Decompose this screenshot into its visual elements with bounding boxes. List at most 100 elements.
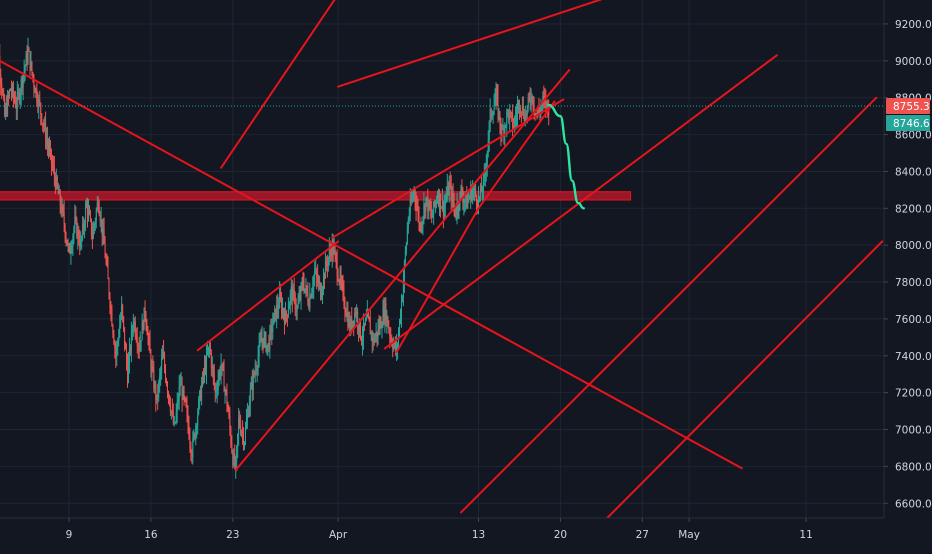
candle-body: [543, 96, 544, 98]
support-zone-layer: [0, 192, 631, 200]
candle-body: [104, 229, 105, 244]
candle-body: [346, 312, 347, 316]
y-tick-label: 8200.0: [895, 203, 932, 215]
candle-body: [419, 211, 420, 224]
candle-body: [87, 203, 88, 216]
y-tick-label: 6600.0: [895, 498, 932, 510]
candle-body: [154, 385, 155, 389]
candle-body: [441, 207, 442, 208]
candle-body: [350, 318, 351, 332]
candle-body: [102, 219, 103, 235]
candle-body: [173, 412, 174, 424]
x-tick-label: 27: [636, 529, 649, 541]
trendline-10: [607, 241, 882, 518]
candle-body: [165, 369, 166, 380]
candle-body: [188, 425, 189, 438]
candle-body: [347, 312, 348, 326]
candle-body: [256, 371, 257, 372]
candle-body: [142, 322, 143, 340]
candle-body: [266, 345, 267, 351]
x-tick-label: Apr: [329, 529, 348, 541]
candle-body: [251, 382, 252, 389]
candle-body: [239, 417, 240, 426]
candle-body: [125, 346, 126, 349]
candle-body: [411, 200, 412, 202]
candle-body: [236, 447, 237, 462]
candle-body: [476, 196, 477, 204]
candle-body: [248, 414, 249, 416]
candle-body: [271, 326, 272, 332]
candle-body: [237, 434, 238, 447]
candle-body: [23, 76, 24, 88]
candle-body: [523, 105, 524, 116]
candle-body: [431, 211, 432, 217]
candle-body: [372, 332, 373, 341]
candle-body: [149, 339, 150, 353]
candle-body: [259, 344, 260, 356]
candle-body: [205, 365, 206, 371]
candle-body: [322, 289, 323, 295]
candle-body: [161, 359, 162, 370]
candle-body: [482, 191, 483, 192]
candle-body: [123, 317, 124, 327]
candle-body: [180, 385, 181, 387]
candle-body: [377, 332, 378, 337]
candle-body: [493, 114, 494, 115]
candle-body: [402, 297, 403, 301]
candle-body: [497, 91, 498, 96]
candle-body: [235, 462, 236, 466]
candle-body: [110, 308, 111, 309]
candle-body: [277, 305, 278, 309]
candle-body: [224, 369, 225, 391]
candle-body: [521, 111, 522, 112]
candle-body: [197, 413, 198, 426]
candle-body: [518, 102, 519, 108]
candle-body: [270, 326, 271, 329]
candle-body: [112, 326, 113, 334]
time-axis-panel[interactable]: [0, 518, 932, 550]
candle-body: [192, 438, 193, 458]
candle-body: [232, 452, 233, 465]
candle-body: [495, 100, 496, 106]
candle-body: [155, 385, 156, 400]
candle-body: [424, 205, 425, 212]
candle-body: [218, 380, 219, 390]
candle-body: [57, 177, 58, 187]
candle-body: [471, 189, 472, 200]
candle-body: [539, 111, 540, 112]
trendline-5: [221, 0, 338, 168]
candle-body: [56, 177, 57, 188]
candle-body: [217, 390, 218, 391]
candle-body: [190, 444, 191, 453]
candle-body: [109, 295, 110, 307]
candle-body: [532, 97, 533, 101]
candle-body: [501, 129, 502, 133]
candle-body: [320, 284, 321, 298]
candle-body: [516, 116, 517, 117]
candle-body: [171, 411, 172, 412]
candle-body: [107, 261, 108, 265]
candle-body: [113, 334, 114, 344]
candle-body: [196, 426, 197, 427]
trendline-2: [236, 70, 569, 470]
candle-body: [517, 108, 518, 116]
trendlines-layer[interactable]: [0, 0, 882, 518]
candle-body: [60, 191, 61, 205]
candle-body: [423, 205, 424, 218]
trendline-3: [198, 241, 338, 350]
candle-body: [340, 274, 341, 282]
candle-body: [421, 223, 422, 229]
candle-body: [274, 309, 275, 314]
candle-body: [82, 224, 83, 237]
grid-layer: [0, 0, 884, 518]
candle-body: [376, 332, 377, 337]
candle-body: [257, 368, 258, 371]
candle-body: [310, 295, 311, 297]
candle-body: [77, 230, 78, 237]
candle-body: [34, 87, 35, 93]
candle-body: [179, 387, 180, 401]
candle-body: [327, 264, 328, 266]
candle-body: [308, 303, 309, 309]
